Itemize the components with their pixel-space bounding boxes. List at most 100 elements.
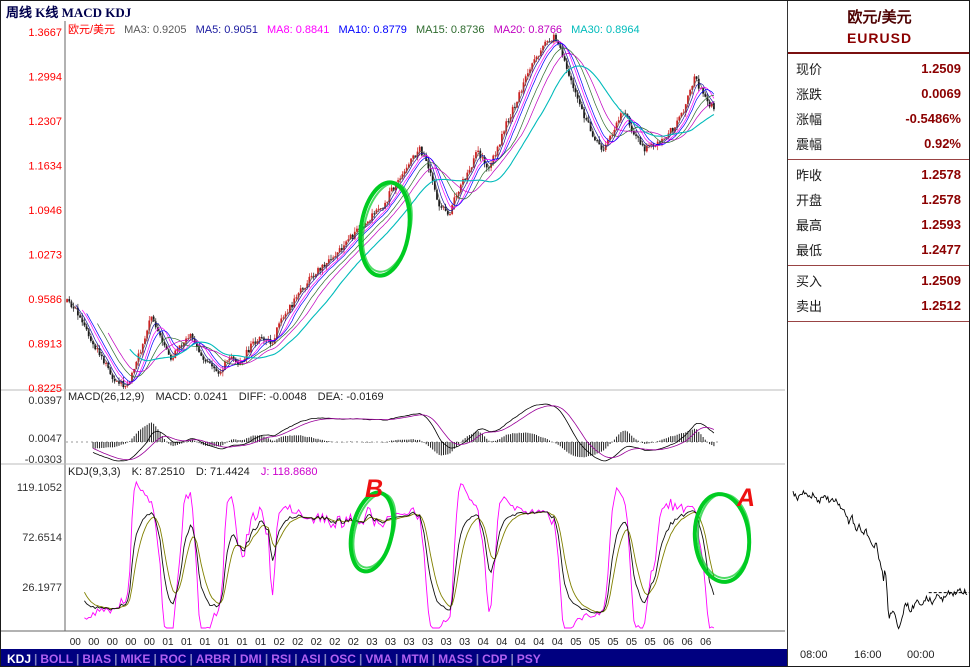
ma10-line bbox=[86, 42, 715, 383]
toolbar-item-dmi[interactable]: DMI bbox=[239, 651, 262, 666]
price-axis-label: 0.8913 bbox=[28, 339, 62, 351]
annotation-letter-a: A bbox=[736, 484, 755, 512]
x-axis-year-label: 03 bbox=[459, 637, 471, 648]
quote-row-value: -0.5486% bbox=[905, 111, 961, 126]
quote-row-value: 1.2578 bbox=[921, 192, 961, 207]
quote-divider bbox=[788, 321, 969, 322]
annotation-circle-b-stroke bbox=[352, 492, 397, 569]
candlestick-series bbox=[66, 33, 715, 389]
kdj-k-value: K: 87.2510 bbox=[131, 466, 185, 478]
toolbar-item-roc[interactable]: ROC bbox=[159, 651, 187, 666]
annotation-circle-price-stroke bbox=[362, 182, 413, 273]
legend-ma5: MA5: 0.9051 bbox=[195, 24, 258, 36]
toolbar-item-boll[interactable]: BOLL bbox=[40, 651, 74, 666]
ma5-line bbox=[75, 39, 715, 385]
toolbar-item-mtm[interactable]: MTM bbox=[401, 651, 429, 666]
quote-row-label: 最低 bbox=[796, 243, 823, 258]
kdj-axis-label: 119.1052 bbox=[17, 482, 62, 494]
x-axis-year-label: 05 bbox=[607, 637, 619, 648]
toolbar-item-mike[interactable]: MIKE bbox=[120, 651, 151, 666]
x-axis-year-label: 05 bbox=[645, 637, 657, 648]
toolbar-item-mass[interactable]: MASS bbox=[438, 651, 473, 666]
ma3-line bbox=[71, 39, 715, 387]
annotation-circle-a-stroke bbox=[696, 492, 751, 579]
main-chart-canvas[interactable]: 1.3667 1.2994 1.2307 1.1634 1.0946 1.0273 0.95… bbox=[1, 1, 787, 649]
toolbar-separator: | bbox=[395, 651, 399, 666]
toolbar-item-cdp[interactable]: CDP bbox=[482, 651, 508, 666]
quote-row-label: 最高 bbox=[796, 218, 823, 233]
tick-time-label: 00:00 bbox=[907, 649, 935, 661]
quote-row-value: 1.2509 bbox=[921, 273, 961, 288]
quote-row-low: 最低 1.2477 bbox=[788, 237, 969, 262]
x-axis-year-label: 06 bbox=[663, 637, 675, 648]
quote-row-change-pct: 涨幅 -0.5486% bbox=[788, 106, 969, 131]
toolbar-item-rsi[interactable]: RSI bbox=[271, 651, 292, 666]
kdj-panel-label: KDJ(9,3,3) K: 87.2510 D: 71.4424 J: 118.… bbox=[68, 466, 326, 478]
x-axis-year-label: 00 bbox=[70, 637, 82, 648]
legend-ma20: MA20: 0.8766 bbox=[493, 24, 563, 36]
price-axis-label: 1.0946 bbox=[28, 205, 62, 217]
x-axis-year-label: 04 bbox=[515, 637, 527, 648]
toolbar-separator: | bbox=[510, 651, 514, 666]
toolbar-item-bias[interactable]: BIAS bbox=[82, 651, 112, 666]
x-axis-year-label: 05 bbox=[626, 637, 638, 648]
quote-row-current: 现价 1.2509 bbox=[788, 56, 969, 81]
x-axis-year-label: 01 bbox=[237, 637, 249, 648]
quote-row-high: 最高 1.2593 bbox=[788, 212, 969, 237]
x-axis-year-label: 02 bbox=[292, 637, 304, 648]
toolbar-item-osc[interactable]: OSC bbox=[329, 651, 356, 666]
toolbar-separator: | bbox=[153, 651, 157, 666]
macd-value: MACD: 0.0241 bbox=[155, 391, 228, 403]
quote-row-value: 1.2578 bbox=[921, 167, 961, 182]
toolbar-separator: | bbox=[475, 651, 480, 666]
tick-chart-canvas bbox=[792, 489, 969, 630]
quote-divider bbox=[788, 52, 969, 54]
macd-panel-label: MACD(26,12,9) MACD: 0.0241 DIFF: -0.0048… bbox=[68, 391, 392, 403]
legend-ma3: MA3: 0.9205 bbox=[124, 24, 187, 36]
price-axis-label: 1.2994 bbox=[28, 72, 62, 84]
tick-time-axis: 08:00 16:00 00:00 bbox=[788, 649, 969, 665]
x-axis-year-label: 03 bbox=[403, 637, 415, 648]
legend-symbol: 欧元/美元 bbox=[68, 24, 116, 36]
price-axis-label: 1.0273 bbox=[28, 250, 62, 262]
toolbar-item-psy[interactable]: PSY bbox=[516, 651, 541, 666]
quote-title: 欧元/美元 bbox=[847, 9, 912, 26]
toolbar-item-arbr[interactable]: ARBR bbox=[195, 651, 231, 666]
x-axis-year-label: 06 bbox=[682, 637, 694, 648]
kdj-k-line bbox=[84, 510, 715, 614]
x-axis-year-label: 01 bbox=[218, 637, 230, 648]
macd-axis-label: 0.0397 bbox=[28, 395, 62, 407]
toolbar-separator: | bbox=[34, 651, 38, 666]
ma8-line bbox=[81, 41, 715, 384]
quote-row-label: 昨收 bbox=[796, 168, 823, 183]
x-axis-year-label: 00 bbox=[125, 637, 137, 648]
tick-time-label: 16:00 bbox=[854, 649, 882, 661]
bottom-toolbar: KDJ | BOLL | BIAS | MIKE | ROC | ARBR | DMI | RSI | ASI |… bbox=[1, 649, 787, 666]
price-chart-legend: 欧元/美元 MA3: 0.9205 MA5: 0.9051 MA8: 0.884… bbox=[68, 21, 646, 37]
toolbar-separator: | bbox=[264, 651, 269, 666]
x-axis-year-label: 03 bbox=[366, 637, 378, 648]
x-axis-year-label: 00 bbox=[107, 637, 119, 648]
quote-row-change: 涨跌 0.0069 bbox=[788, 81, 969, 106]
toolbar-item-kdj[interactable]: KDJ bbox=[7, 651, 32, 666]
x-axis-year-label: 04 bbox=[496, 637, 508, 648]
x-axis-year-label: 04 bbox=[552, 637, 564, 648]
x-axis-year-label: 00 bbox=[88, 637, 100, 648]
kdj-axis-label: 26.1977 bbox=[22, 582, 62, 594]
quote-row-amplitude: 震幅 0.92% bbox=[788, 131, 969, 156]
toolbar-separator: | bbox=[358, 651, 363, 666]
toolbar-item-asi[interactable]: ASI bbox=[300, 651, 321, 666]
x-axis-year-label: 04 bbox=[478, 637, 490, 648]
toolbar-item-vma[interactable]: VMA bbox=[365, 651, 393, 666]
quote-divider bbox=[788, 265, 969, 266]
legend-ma10: MA10: 0.8779 bbox=[338, 24, 407, 36]
kdj-name: KDJ(9,3,3) bbox=[68, 466, 121, 478]
x-axis-year-label: 02 bbox=[311, 637, 323, 648]
quote-row-label: 涨跌 bbox=[796, 87, 823, 102]
kdj-d-line bbox=[84, 511, 715, 613]
quote-code: EURUSD bbox=[846, 30, 913, 46]
ma20-line bbox=[107, 53, 715, 373]
x-axis-year-label: 02 bbox=[274, 637, 286, 648]
macd-histogram bbox=[92, 422, 715, 458]
